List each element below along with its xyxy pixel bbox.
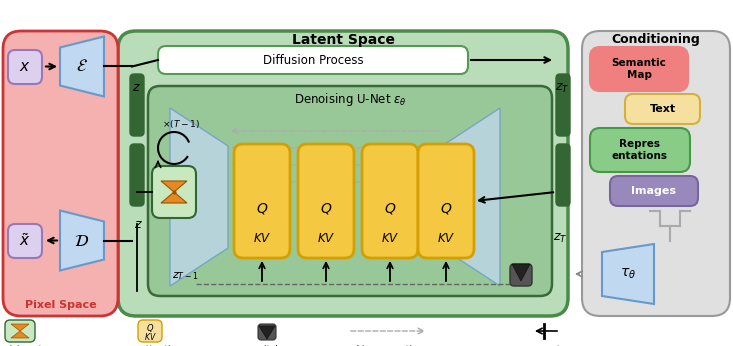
Text: Semantic
Map: Semantic Map [611, 58, 666, 80]
Text: $\times(T-1)$: $\times(T-1)$ [162, 118, 200, 130]
FancyBboxPatch shape [298, 144, 354, 258]
Text: $\tilde{x}$: $\tilde{x}$ [19, 232, 31, 249]
Text: concat: concat [531, 345, 561, 346]
FancyBboxPatch shape [234, 144, 290, 258]
Text: $z$: $z$ [133, 218, 142, 230]
Text: $Q$: $Q$ [384, 200, 396, 216]
FancyBboxPatch shape [610, 176, 698, 206]
FancyBboxPatch shape [3, 31, 118, 316]
Polygon shape [161, 181, 187, 192]
Text: $KV$: $KV$ [380, 233, 399, 246]
Text: Pixel Space: Pixel Space [25, 300, 96, 310]
Text: Repres
entations: Repres entations [612, 139, 668, 161]
Polygon shape [170, 108, 228, 286]
Text: $\tau_\theta$: $\tau_\theta$ [620, 267, 636, 281]
FancyBboxPatch shape [8, 50, 42, 84]
Polygon shape [11, 324, 29, 331]
Text: skip connection: skip connection [353, 345, 424, 346]
Polygon shape [512, 264, 530, 281]
Text: Text: Text [649, 104, 676, 114]
Text: $z$: $z$ [132, 82, 141, 94]
FancyBboxPatch shape [510, 264, 532, 286]
Text: switch: switch [252, 345, 281, 346]
Polygon shape [11, 331, 29, 338]
Polygon shape [259, 326, 275, 339]
FancyBboxPatch shape [130, 144, 144, 206]
Polygon shape [442, 108, 500, 286]
Polygon shape [161, 192, 187, 203]
Text: Latent Space: Latent Space [292, 33, 394, 47]
Text: $z_{T-1}$: $z_{T-1}$ [172, 270, 198, 282]
Text: $\mathcal{E}$: $\mathcal{E}$ [76, 57, 88, 75]
Text: $Q$: $Q$ [256, 200, 268, 216]
Polygon shape [60, 36, 104, 97]
Text: $KV$: $KV$ [317, 233, 335, 246]
FancyBboxPatch shape [152, 166, 196, 218]
FancyBboxPatch shape [118, 31, 568, 316]
FancyBboxPatch shape [362, 144, 418, 258]
FancyBboxPatch shape [625, 94, 700, 124]
FancyBboxPatch shape [556, 74, 570, 136]
Text: $KV$: $KV$ [437, 233, 455, 246]
Polygon shape [60, 210, 104, 271]
FancyBboxPatch shape [148, 86, 552, 296]
FancyBboxPatch shape [138, 320, 162, 342]
Text: Conditioning: Conditioning [611, 34, 700, 46]
FancyBboxPatch shape [582, 31, 730, 316]
FancyBboxPatch shape [556, 144, 570, 206]
Text: $KV$: $KV$ [253, 233, 271, 246]
Text: $KV$: $KV$ [144, 331, 156, 343]
Text: denoising step: denoising step [0, 345, 54, 346]
FancyBboxPatch shape [590, 47, 688, 91]
Text: crossattention: crossattention [117, 345, 183, 346]
FancyBboxPatch shape [258, 324, 276, 340]
FancyBboxPatch shape [590, 128, 690, 172]
Text: $x$: $x$ [19, 59, 31, 74]
Text: Denoising U-Net $\epsilon_\theta$: Denoising U-Net $\epsilon_\theta$ [294, 91, 406, 109]
FancyBboxPatch shape [5, 320, 35, 342]
FancyBboxPatch shape [418, 144, 474, 258]
FancyBboxPatch shape [158, 46, 468, 74]
Text: $\mathcal{D}$: $\mathcal{D}$ [75, 231, 89, 249]
Text: $z_T$: $z_T$ [555, 81, 570, 94]
Text: Images: Images [632, 186, 677, 196]
Text: Diffusion Process: Diffusion Process [262, 54, 364, 66]
Text: $Q$: $Q$ [146, 321, 154, 334]
FancyBboxPatch shape [130, 74, 144, 136]
Polygon shape [602, 244, 654, 304]
Text: $Q$: $Q$ [440, 200, 452, 216]
Text: $Q$: $Q$ [320, 200, 332, 216]
Text: $z_T$: $z_T$ [553, 231, 567, 245]
FancyBboxPatch shape [8, 224, 42, 258]
